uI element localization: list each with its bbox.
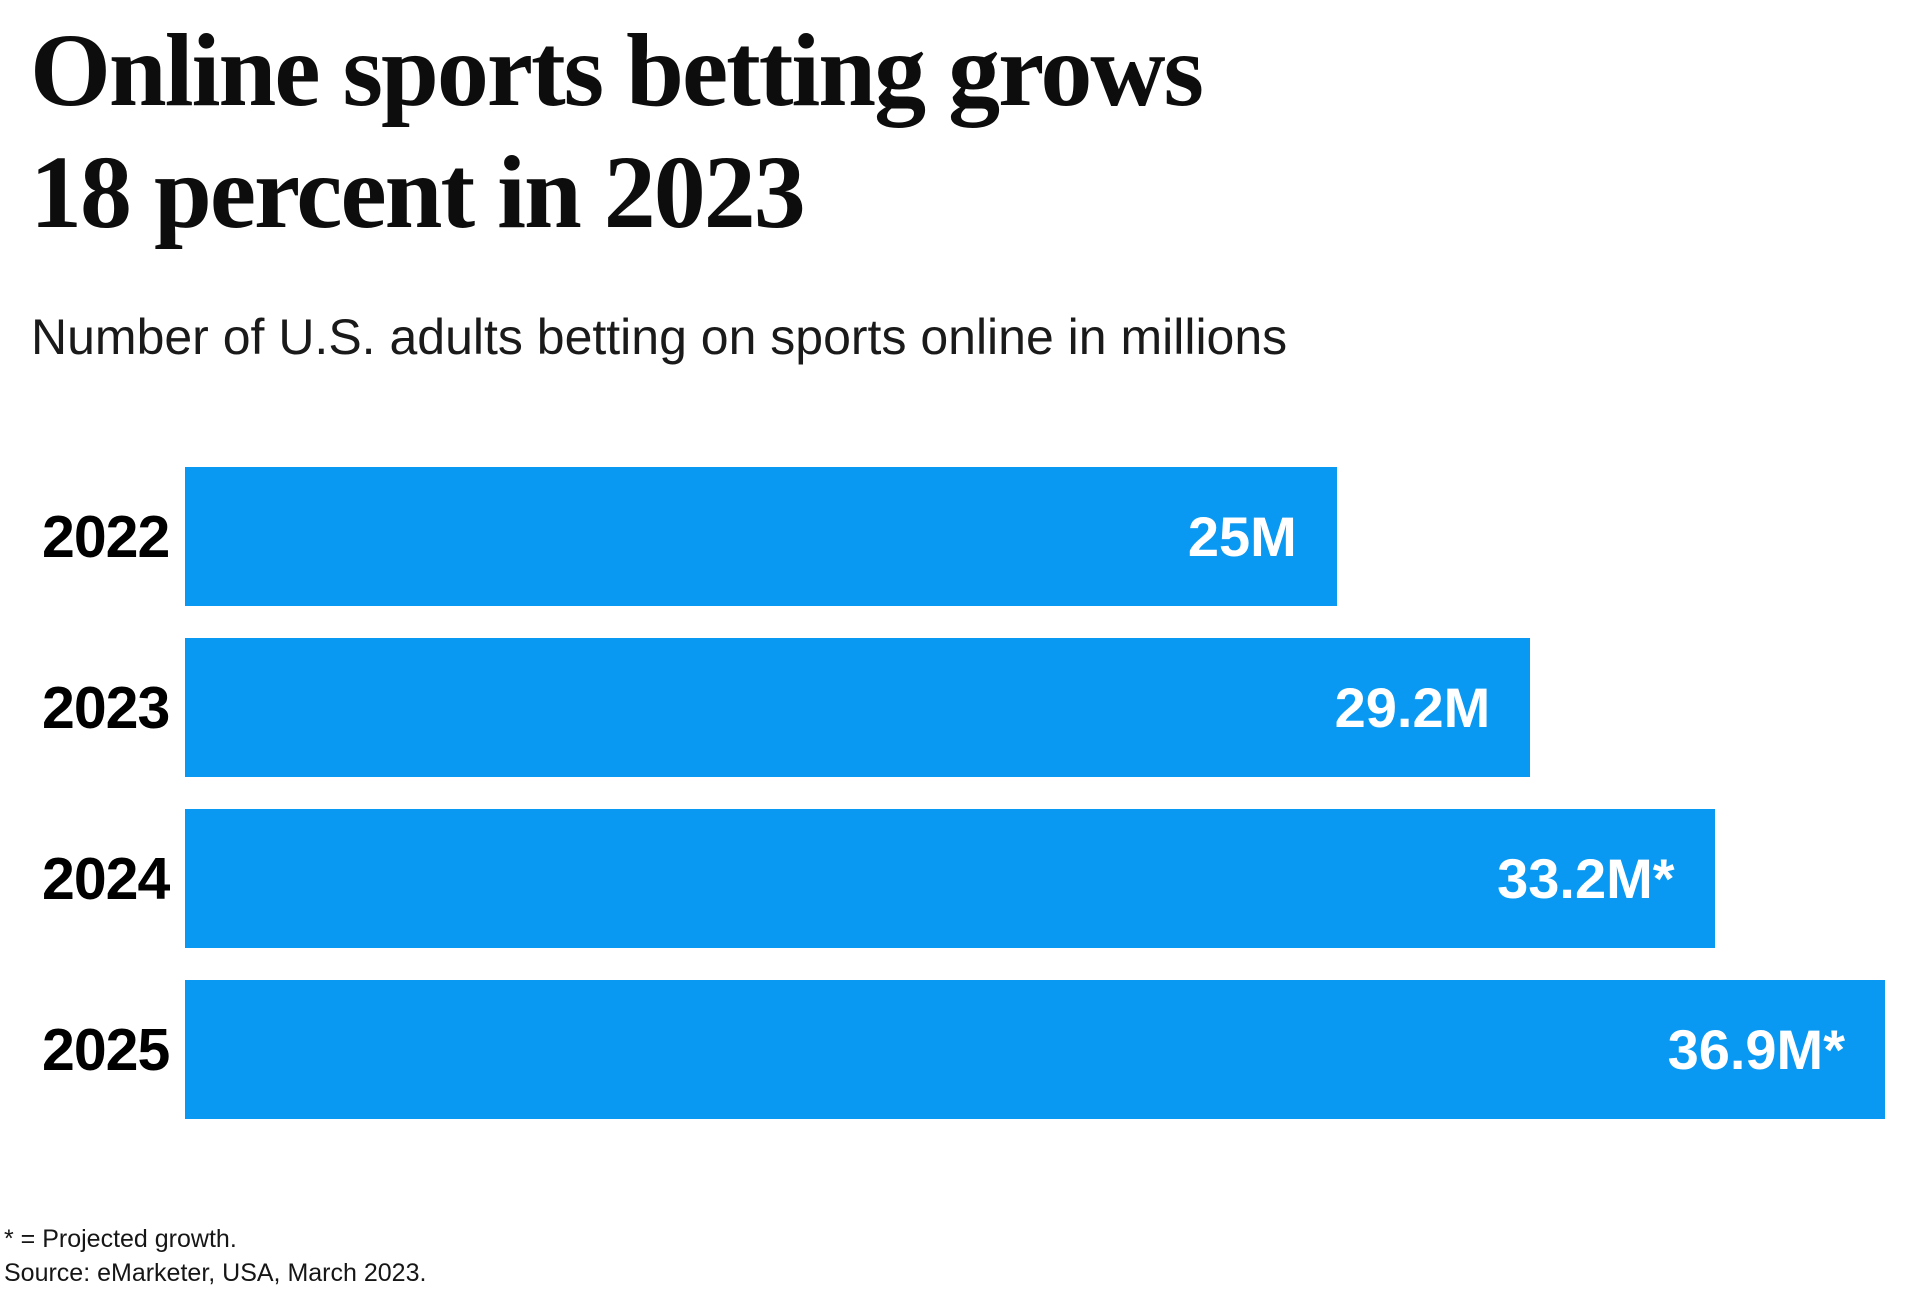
value-label-2025: 36.9M* [1667, 1018, 1845, 1081]
bar-track-2024: 33.2M* [185, 809, 1885, 948]
bar-track-2023: 29.2M [185, 638, 1885, 777]
bar-row-2023: 2023 29.2M [0, 638, 1920, 777]
year-label-2025: 2025 [42, 1016, 170, 1083]
footnote: * = Projected growth. [4, 1225, 237, 1253]
page-title-line-1: Online sports betting grows [30, 13, 1204, 128]
bar-track-2022: 25M [185, 467, 1885, 606]
bar-2024: 33.2M* [185, 809, 1715, 948]
value-label-2022: 25M [1187, 505, 1297, 568]
value-label-2023: 29.2M [1334, 676, 1491, 739]
chart-footer: * = Projected growth. Source: eMarketer,… [4, 1222, 426, 1290]
source-line: Source: eMarketer, USA, March 2023. [4, 1259, 427, 1287]
year-label-2023: 2023 [42, 674, 170, 741]
bar-2023: 29.2M [185, 638, 1531, 777]
year-cell-2024: 2024 [0, 809, 185, 948]
bar-row-2024: 2024 33.2M* [0, 809, 1920, 948]
year-cell-2023: 2023 [0, 638, 185, 777]
bar-2022: 25M [185, 467, 1337, 606]
chart-subtitle: Number of U.S. adults betting on sports … [31, 309, 1288, 365]
year-label-2024: 2024 [42, 845, 170, 912]
bar-row-2022: 2022 25M [0, 467, 1920, 606]
year-cell-2025: 2025 [0, 980, 185, 1119]
bar-track-2025: 36.9M* [185, 980, 1885, 1119]
bar-2025: 36.9M* [185, 980, 1885, 1119]
bar-chart: 2022 25M 2023 29.2M 2024 [0, 467, 1920, 1119]
chart-header: Online sports betting grows 18 percent i… [30, 10, 1204, 253]
page-title: Online sports betting grows 18 percent i… [30, 10, 1204, 253]
page-title-line-2: 18 percent in 2023 [30, 134, 806, 250]
year-cell-2022: 2022 [0, 467, 185, 606]
year-label-2022: 2022 [42, 503, 170, 570]
value-label-2024: 33.2M* [1497, 847, 1675, 910]
bar-row-2025: 2025 36.9M* [0, 980, 1920, 1119]
